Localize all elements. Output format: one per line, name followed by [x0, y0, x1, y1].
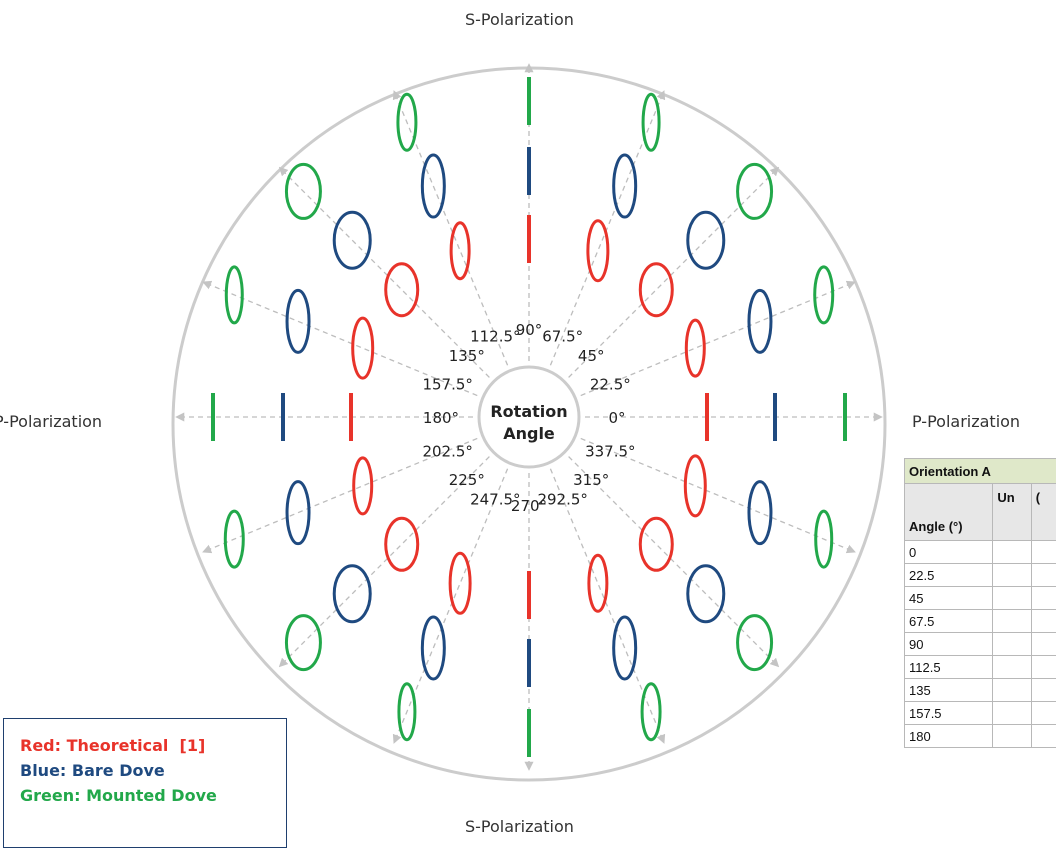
angle-label: 0° [608, 409, 625, 427]
table-cell [993, 610, 1031, 633]
theoretical-marker [589, 555, 607, 611]
theoretical-marker [451, 223, 469, 279]
theoretical-marker [354, 458, 372, 514]
table-title: Orientation A [905, 459, 1056, 484]
table-cell [993, 725, 1031, 748]
table-header-paren: ( [1031, 484, 1056, 541]
table-cell-angle: 45 [905, 587, 993, 610]
table-row: 45 [905, 587, 1056, 610]
table-cell-angle: 90 [905, 633, 993, 656]
table-header-un: Un [993, 484, 1031, 541]
angle-label: 337.5° [585, 443, 635, 461]
bare-dove-marker [614, 617, 636, 679]
angle-label: 292.5° [537, 490, 587, 508]
table-cell [993, 702, 1031, 725]
table-cell [1031, 633, 1056, 656]
legend-box: Red: Theoretical [1] Blue: Bare Dove Gre… [3, 718, 287, 848]
theoretical-marker [640, 518, 672, 570]
table-cell [1031, 541, 1056, 564]
angle-label: 202.5° [422, 443, 472, 461]
table-cell [1031, 610, 1056, 633]
angle-label: 225° [449, 471, 485, 489]
theoretical-marker [353, 318, 373, 378]
table-cell [1031, 656, 1056, 679]
angle-label: 180° [423, 409, 459, 427]
guide-line [550, 92, 663, 365]
bare-dove-marker [688, 212, 724, 268]
table-cell [993, 633, 1031, 656]
table-cell [993, 587, 1031, 610]
table-cell-angle: 112.5 [905, 656, 993, 679]
table-row: 180 [905, 725, 1056, 748]
angle-label: 315° [573, 471, 609, 489]
theoretical-marker [386, 518, 418, 570]
legend-bare-dove: Blue: Bare Dove [20, 758, 286, 783]
table-cell-angle: 135 [905, 679, 993, 702]
legend-mounted-dove: Green: Mounted Dove [20, 783, 286, 808]
table-row: 135 [905, 679, 1056, 702]
guide-line [550, 469, 663, 742]
table-cell [1031, 679, 1056, 702]
table-cell [993, 656, 1031, 679]
angle-label: 112.5° [470, 328, 520, 346]
theoretical-marker [386, 264, 418, 316]
center-label-line2: Angle [503, 424, 555, 443]
center-label-line1: Rotation [490, 402, 567, 421]
s-polarization-bottom-label: S-Polarization [465, 817, 574, 836]
table-cell [1031, 587, 1056, 610]
table-cell [1031, 725, 1056, 748]
table-row: 157.5 [905, 702, 1056, 725]
guide-line [394, 469, 507, 742]
table-row: 90 [905, 633, 1056, 656]
angle-label: 135° [449, 347, 485, 365]
p-polarization-left-label: P-Polarization [0, 412, 102, 431]
table-cell [993, 679, 1031, 702]
table-header-angle: Angle (°) [905, 484, 993, 541]
angle-label: 45° [578, 347, 605, 365]
table-cell [1031, 564, 1056, 587]
table-cell [993, 541, 1031, 564]
legend-theoretical: Red: Theoretical [1] [20, 733, 286, 758]
angle-label: 157.5° [422, 375, 472, 393]
table-cell [1031, 702, 1056, 725]
p-polarization-right-label: P-Polarization [912, 412, 1020, 431]
table-row: 22.5 [905, 564, 1056, 587]
table-cell-angle: 180 [905, 725, 993, 748]
table-cell-angle: 22.5 [905, 564, 993, 587]
theoretical-marker [685, 456, 705, 516]
table-row: 112.5 [905, 656, 1056, 679]
s-polarization-top-label: S-Polarization [465, 10, 574, 29]
theoretical-marker [588, 221, 608, 281]
table-cell [993, 564, 1031, 587]
table-cell-angle: 67.5 [905, 610, 993, 633]
table-row: 67.5 [905, 610, 1056, 633]
guide-line [394, 92, 507, 365]
angle-label: 22.5° [590, 375, 631, 393]
table-cell-angle: 157.5 [905, 702, 993, 725]
bare-dove-marker [749, 482, 771, 544]
table-cell-angle: 0 [905, 541, 993, 564]
angle-label: 67.5° [542, 328, 583, 346]
table-row: 0 [905, 541, 1056, 564]
